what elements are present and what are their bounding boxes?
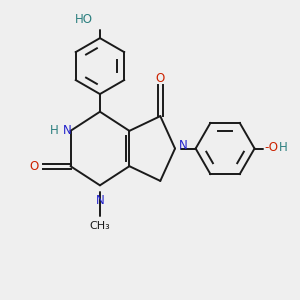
Text: CH₃: CH₃ xyxy=(90,221,110,231)
Text: H: H xyxy=(50,124,58,137)
Text: N: N xyxy=(96,194,104,207)
Text: O: O xyxy=(30,160,39,173)
Text: HO: HO xyxy=(75,13,93,26)
Text: O: O xyxy=(156,72,165,85)
Text: N: N xyxy=(63,124,71,137)
Text: H: H xyxy=(279,141,288,154)
Text: -O: -O xyxy=(264,141,278,154)
Text: N: N xyxy=(179,139,188,152)
